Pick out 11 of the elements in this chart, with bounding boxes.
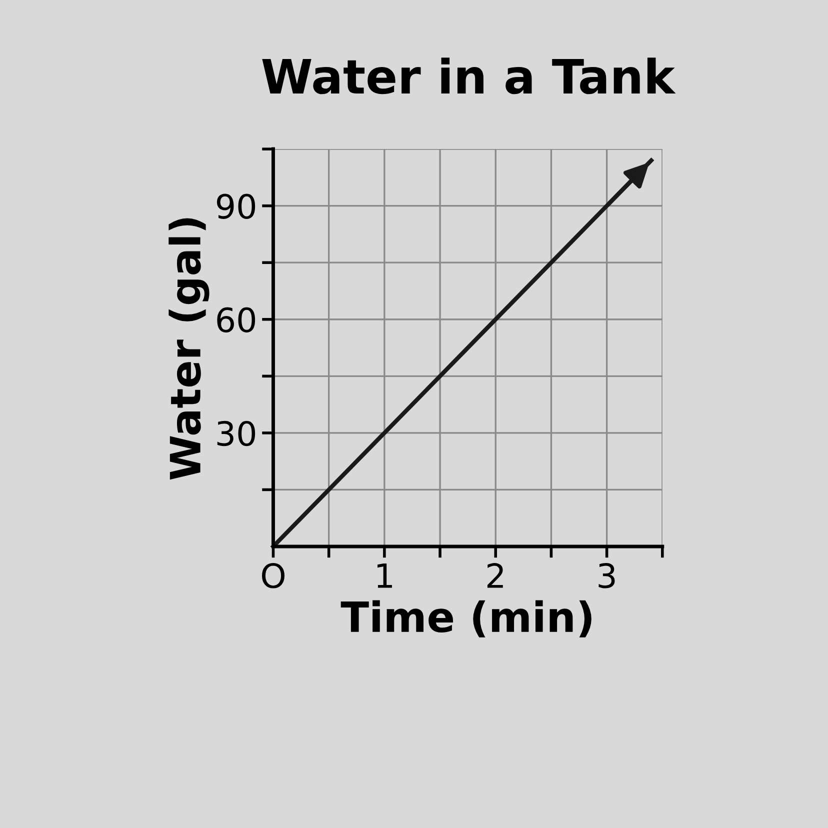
y-tick-label: 60 — [217, 307, 256, 333]
line-series — [271, 158, 654, 549]
y-tick-label: 90 — [216, 194, 256, 219]
x-axis-title: Time (min) — [340, 600, 592, 638]
chart-title: Water in a Tank — [262, 58, 676, 94]
y-tick-label: 30 — [217, 420, 256, 446]
y-axis-title: Water (gal) — [168, 218, 210, 480]
x-tick-label: 1 — [377, 563, 392, 588]
x-tick-label: 3 — [598, 563, 615, 588]
x-tick-label: 2 — [487, 563, 503, 588]
x-tick-label: O — [262, 563, 284, 588]
